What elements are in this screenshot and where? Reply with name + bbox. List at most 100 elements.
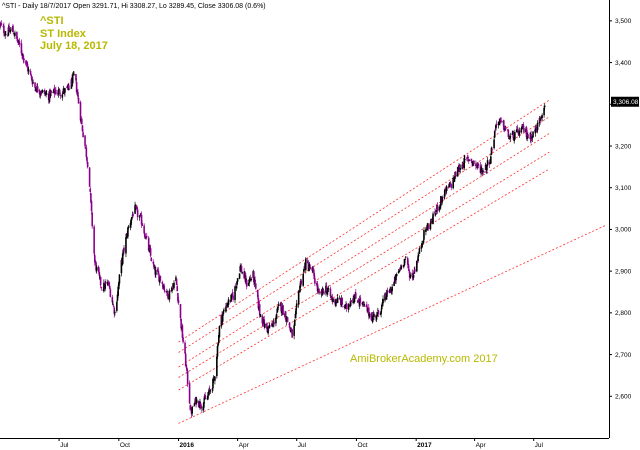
candle-body — [470, 158, 473, 162]
candle — [235, 285, 238, 291]
candle-body — [90, 201, 93, 211]
candle — [130, 216, 133, 221]
candle-body — [536, 122, 539, 131]
candle — [175, 278, 178, 286]
candle-body — [50, 91, 53, 93]
candle — [177, 296, 180, 305]
candle-body — [495, 123, 498, 125]
candle-body — [127, 226, 130, 228]
candle — [31, 76, 34, 88]
candle — [236, 281, 238, 289]
candle-body — [403, 265, 405, 267]
candle — [190, 405, 192, 411]
candle — [186, 369, 189, 387]
candle — [205, 396, 207, 400]
candle — [249, 277, 251, 282]
candle-body — [259, 314, 262, 317]
candle — [93, 224, 95, 256]
candle-body — [409, 274, 412, 278]
candle-body — [139, 215, 142, 216]
candle-body — [182, 337, 184, 343]
candle-body — [159, 275, 162, 281]
candle-body — [95, 266, 98, 271]
candle — [250, 277, 253, 282]
candle-body — [376, 311, 379, 317]
candle-body — [181, 325, 184, 338]
candle — [125, 233, 128, 239]
candle-body — [521, 126, 523, 128]
candle-body — [454, 171, 457, 177]
candle — [382, 295, 384, 307]
candle-body — [314, 278, 316, 284]
candle-body — [338, 297, 341, 299]
candle-body — [526, 136, 528, 140]
candle-body — [327, 288, 330, 290]
candle — [516, 126, 518, 133]
candle-body — [541, 115, 543, 118]
candle-body — [57, 89, 60, 95]
candle — [141, 220, 143, 227]
candle-body — [108, 285, 111, 289]
candle-body — [406, 257, 409, 265]
candle — [443, 189, 446, 200]
candle-body — [254, 279, 256, 283]
candle — [486, 164, 488, 174]
candle-body — [161, 282, 164, 284]
candle — [418, 246, 421, 255]
candle-body — [411, 272, 414, 277]
candle-body — [180, 318, 182, 329]
candle — [380, 304, 383, 312]
candle-body — [135, 205, 138, 209]
candle-body — [493, 130, 496, 138]
candle-body — [408, 269, 410, 271]
candle — [491, 147, 493, 153]
candle-body — [290, 330, 292, 333]
candle — [291, 328, 293, 338]
candle — [341, 297, 343, 308]
candle — [123, 245, 125, 255]
candle — [412, 272, 415, 280]
candle — [490, 146, 493, 156]
candle — [248, 276, 251, 287]
candle — [176, 283, 179, 292]
candle-body — [84, 135, 86, 147]
candle-body — [64, 88, 66, 93]
candle — [88, 167, 91, 187]
candle-body — [381, 302, 384, 305]
candle-body — [512, 133, 515, 140]
candle-body — [380, 304, 383, 310]
candle — [232, 292, 234, 302]
candle-body — [117, 286, 119, 296]
candle — [509, 132, 512, 142]
candle-body — [217, 335, 220, 343]
candle-body — [150, 257, 153, 262]
candle-body — [527, 137, 530, 139]
candle — [173, 280, 175, 291]
candle-body — [475, 163, 477, 167]
candle-body — [445, 186, 448, 192]
candle — [157, 267, 160, 275]
candle-body — [434, 211, 436, 214]
candle-body — [312, 268, 315, 273]
candle — [152, 259, 155, 265]
candle-body — [418, 248, 421, 254]
candle-body — [203, 402, 205, 408]
candle-body — [427, 224, 429, 226]
candle-body — [532, 131, 534, 138]
candle-body — [304, 258, 307, 271]
candle-body — [40, 93, 43, 94]
candle-body — [141, 223, 143, 226]
candle — [106, 279, 109, 287]
candle-body — [484, 171, 486, 173]
candle-body — [55, 89, 57, 95]
candle-body — [26, 62, 29, 67]
candle — [306, 257, 309, 264]
candle — [26, 60, 29, 67]
candle-body — [308, 265, 311, 267]
candle-body — [452, 177, 454, 189]
price-tick-label: 3,200 — [615, 143, 632, 150]
candle-body — [463, 158, 466, 169]
candle-body — [239, 266, 242, 272]
candle-body — [318, 292, 321, 293]
candle — [255, 283, 257, 290]
